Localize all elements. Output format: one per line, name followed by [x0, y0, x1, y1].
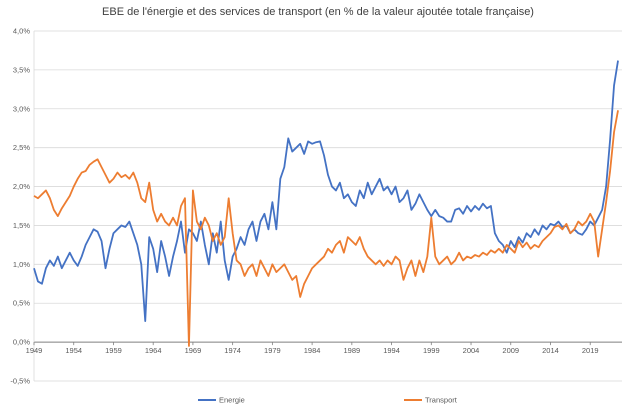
x-tick-label: 1964 [145, 346, 162, 355]
x-tick-label: 1989 [343, 346, 360, 355]
x-tick-label: 1999 [423, 346, 440, 355]
x-tick-label: 1984 [304, 346, 321, 355]
y-tick-label: 0,0% [13, 338, 30, 347]
x-tick-label: 1954 [65, 346, 82, 355]
x-tick-label: 1949 [26, 346, 43, 355]
series-lines [33, 60, 619, 347]
chart-title: EBE de l'énergie et des services de tran… [102, 6, 534, 18]
x-tick-label: 2004 [463, 346, 480, 355]
y-tick-label: 4,0% [13, 27, 30, 36]
x-tick-label: 1994 [383, 346, 400, 355]
gridlines [33, 30, 622, 382]
x-tick-labels: 1949 1954 1959 1964 1969 1974 1979 1984 1989 1994… [26, 346, 599, 355]
x-tick-label: 2009 [502, 346, 519, 355]
y-tick-label: 0,5% [13, 299, 30, 308]
x-tick-label: 2019 [582, 346, 599, 355]
x-tick-label: 1974 [224, 346, 241, 355]
x-tick-label: 1969 [185, 346, 202, 355]
y-tick-label: 2,0% [13, 182, 30, 191]
y-tick-label: 1,0% [13, 260, 30, 269]
y-tick-label: -0,5% [10, 377, 30, 386]
x-tick-label: 1979 [264, 346, 281, 355]
legend-label-transport: Transport [425, 396, 458, 405]
y-tick-labels: -0,5% 0,0% 0,5% 1,0% 1,5% 2,0% 2,5% 3,0% 3,5% 4,0… [10, 27, 30, 386]
y-tick-label: 2,5% [13, 143, 30, 152]
legend: Energie Transport [198, 396, 458, 405]
x-tick-label: 2014 [542, 346, 559, 355]
series-line-energie [33, 60, 619, 323]
y-tick-label: 3,0% [13, 104, 30, 113]
legend-label-energie: Energie [219, 396, 245, 405]
y-tick-label: 3,5% [13, 65, 30, 74]
x-tick-label: 1959 [105, 346, 122, 355]
series-line-transport [33, 110, 619, 347]
y-tick-label: 1,5% [13, 221, 30, 230]
